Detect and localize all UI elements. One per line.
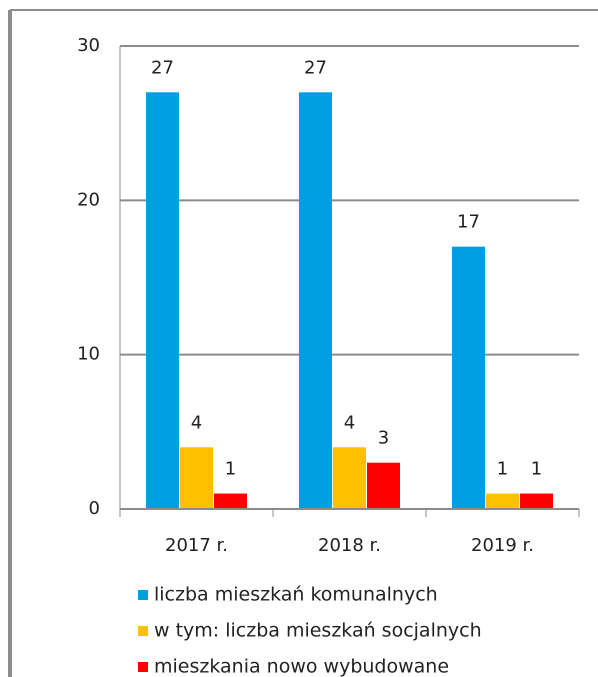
bar: [486, 493, 519, 509]
x-tick-label: 2017 r.: [165, 535, 228, 556]
legend-label: w tym: liczba mieszkań socjalnych: [154, 620, 482, 642]
bar: [367, 462, 400, 509]
data-label: 27: [151, 57, 174, 78]
y-tick-label: 20: [77, 189, 100, 210]
bar: [299, 92, 332, 510]
bar: [333, 447, 366, 509]
bar: [520, 493, 553, 509]
legend-swatch: [138, 590, 148, 600]
bar: [214, 493, 247, 509]
bar: [452, 246, 485, 509]
legend-swatch: [138, 662, 148, 672]
legend-label: mieszkania nowo wybudowane: [154, 656, 449, 677]
y-tick-label: 30: [77, 35, 100, 56]
data-label: 17: [457, 212, 480, 233]
data-label: 4: [191, 412, 202, 433]
data-label: 3: [378, 428, 389, 449]
data-label: 1: [531, 459, 542, 480]
legend-swatch: [138, 626, 148, 636]
y-tick-label: 10: [77, 344, 100, 365]
data-label: 1: [497, 459, 508, 480]
data-label: 4: [344, 412, 355, 433]
bar: [180, 447, 213, 509]
legend-label: liczba mieszkań komunalnych: [154, 584, 438, 606]
data-label: 27: [304, 57, 327, 78]
y-tick-label: 0: [89, 498, 100, 519]
data-label: 1: [225, 459, 236, 480]
bar: [146, 92, 179, 510]
x-tick-label: 2018 r.: [318, 535, 381, 556]
x-tick-label: 2019 r.: [471, 535, 534, 556]
